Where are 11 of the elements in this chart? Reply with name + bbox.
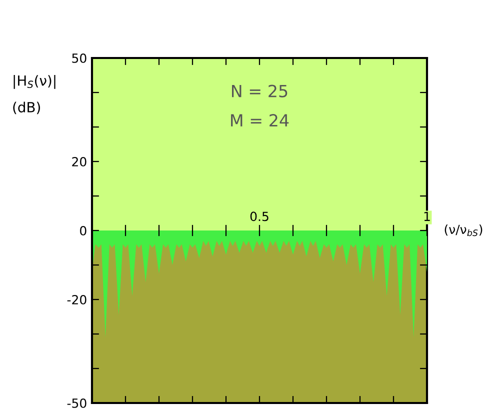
x-tick-label: 1 xyxy=(424,212,430,221)
y-tick-label: 0 xyxy=(80,226,86,236)
annotation: M = 24 xyxy=(231,114,289,126)
x-axis-title: (ν/ν$_{bS}$) xyxy=(444,224,482,236)
y-tick-label: 50 xyxy=(72,53,86,63)
y-axis-title: |H$_{S}$(ν)| (dB) xyxy=(13,75,56,114)
annotation: N = 25 xyxy=(232,84,288,98)
y-tick-label: 20 xyxy=(72,156,86,166)
y-tick-label: -20 xyxy=(67,294,86,304)
y-tick-label: -50 xyxy=(67,398,86,408)
x-tick-label: 0.5 xyxy=(250,212,268,222)
